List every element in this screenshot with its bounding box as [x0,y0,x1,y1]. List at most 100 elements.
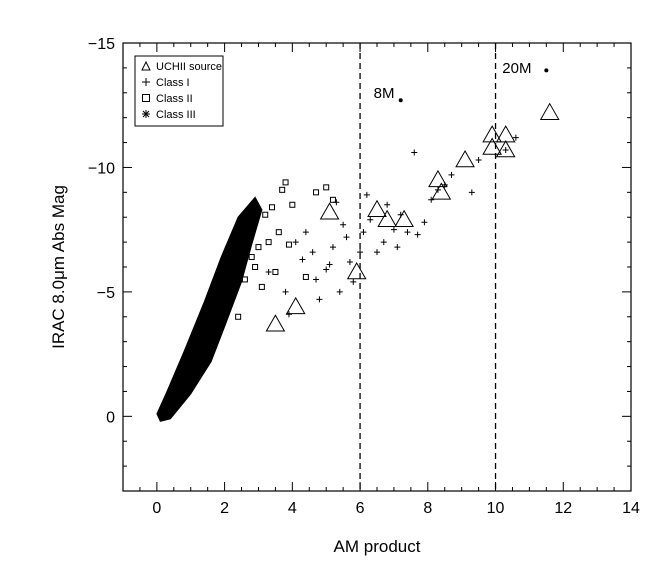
class-i-point [299,256,306,263]
class-i-point [421,219,428,226]
class-ii-point [248,254,255,261]
x-tick-label: 12 [554,500,572,517]
axis-tick-labels: 0 2 4 6 8 10 12 14 0 −5 −10 −15 [88,36,640,517]
mass-label-dot [544,68,549,73]
annotations: 8M 20M [374,60,549,103]
uchii-point [495,140,516,158]
class-i-point [350,278,357,285]
class-ii-point [265,239,272,246]
class-i-point [265,268,272,275]
y-axis-title: IRAC 8.0μm Abs Mag [49,185,68,349]
class-i-point [434,186,441,193]
class-ii-point [285,241,292,248]
class-i-point [316,296,323,303]
triangle-marker-icon [141,60,151,71]
uchii-point [482,125,503,143]
class-ii-point [279,186,286,193]
x-tick-label: 8 [423,500,432,517]
y-tick-label: −15 [88,36,115,53]
class-i-point [329,244,336,251]
y-tick-label: −5 [97,285,115,302]
class-ii-point [272,268,279,275]
mass-lines [359,43,497,491]
uchii-point [319,202,340,220]
y-tick-label: −10 [88,160,115,177]
x-tick-label: 10 [487,500,505,517]
class-ii-point [269,204,276,211]
mass-label: 20M [502,60,531,77]
class-i-point [441,181,448,188]
class-ii-point [252,219,259,226]
class-i-point [343,234,350,241]
class-i-point [475,156,482,163]
class-i-point [313,276,320,283]
class-i-point [397,211,404,218]
class-i-point [394,244,401,251]
class-ii-point [329,196,336,203]
square-marker-icon [142,94,150,102]
class-i-point [411,149,418,156]
class-ii-point [323,184,330,191]
class-i-point [414,231,421,238]
class-i-point [285,311,292,318]
mass-label: 8M [374,85,395,102]
class-i-point [360,229,367,236]
class-i-point [390,226,397,233]
x-tick-label: 14 [622,500,640,517]
class-iii-density-region [156,196,263,422]
x-tick-label: 4 [288,500,297,517]
legend-label: Class I [156,77,190,89]
class-iii-cloud [156,196,263,422]
plus-marker-icon [142,78,150,86]
class-i-point [302,229,309,236]
uchii-point [377,209,398,227]
class-ii-point [275,229,282,236]
class-ii-point [252,264,259,270]
class-i-point [384,201,391,208]
class-i-point [323,266,330,273]
uchii-point [285,296,306,315]
class-i-point [357,249,364,256]
class-i-point [428,196,435,203]
uchii-point [482,137,503,155]
mass-label-dot [398,98,403,103]
uchii-point [431,182,452,200]
legend-label: Class III [156,109,196,121]
class-ii-point [313,189,320,196]
class-i-point [380,239,387,246]
uchii-point [455,149,475,168]
legend-item-class-iii: Class III [142,109,196,121]
class-ii-point [235,313,242,320]
legend-item-class-i: Class I [142,77,190,89]
class-i-point [374,249,380,256]
class-i-point [404,229,411,236]
class-ii-point [258,283,265,290]
class-i-point [512,134,519,141]
class-i-point [340,221,347,228]
legend: UCHII source Class I Class II Class III [134,55,224,127]
asterisk-marker-icon [142,110,150,118]
uchii-point [346,261,367,280]
class-i-point [367,216,374,223]
uchii-point [495,125,516,143]
class-i-point [282,288,289,295]
uchii-point [539,102,560,120]
uchii-point [428,169,448,188]
legend-item-class-ii: Class II [142,93,193,105]
class-ii-point [282,179,289,186]
class-i-point [346,259,353,266]
class-i-point [502,147,509,154]
class-i-point [292,239,299,246]
legend-label: Class II [156,93,193,105]
class-i-point [468,189,475,196]
class-i-point [448,171,455,178]
uchii-point [394,209,414,227]
x-tick-label: 0 [152,500,161,517]
x-axis-title: AM product [334,537,421,556]
data-points [235,102,560,332]
class-ii-point [289,201,296,208]
class-ii-point [302,273,309,280]
class-i-point [309,249,316,256]
legend-item-uchii: UCHII source [141,60,222,73]
